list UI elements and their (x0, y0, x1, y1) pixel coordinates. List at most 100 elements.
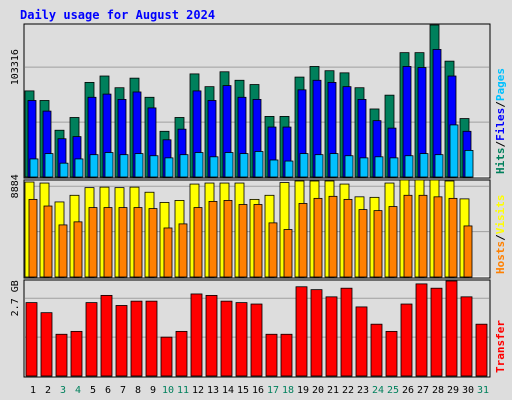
x-tick-label: 11 (177, 385, 189, 396)
middle-legend-separator: / (494, 234, 507, 241)
transfer-bar (190, 293, 203, 377)
hosts-bar (103, 207, 113, 278)
hosts-bar (448, 197, 458, 278)
transfer-bar (220, 300, 233, 377)
middle-legend: Hosts/Visits (494, 195, 507, 275)
transfer-bar (55, 333, 68, 377)
pages-bar (164, 157, 174, 178)
transfer-bar (265, 333, 278, 377)
transfer-bar (250, 303, 263, 377)
transfer-bar (235, 302, 248, 377)
pages-bar (209, 156, 219, 178)
top-legend: Hits/Files/Pages (494, 68, 507, 174)
hosts-bar (283, 229, 293, 278)
x-tick-label: 19 (297, 385, 309, 396)
x-tick-label: 31 (477, 385, 489, 396)
chart-title: Daily usage for August 2024 (20, 8, 215, 22)
pages-bar (194, 152, 204, 178)
pages-bar (359, 157, 369, 178)
x-tick-label: 21 (327, 385, 339, 396)
hosts-bar (148, 208, 158, 278)
transfer-bar (175, 330, 188, 377)
hosts-bar (313, 197, 323, 278)
hosts-bar (418, 194, 428, 278)
hosts-bar (163, 227, 173, 278)
pages-bar (104, 152, 114, 178)
x-tick-label: 12 (192, 385, 204, 396)
x-tick-label: 7 (120, 385, 126, 396)
middle-legend-visits: Visits (494, 195, 507, 235)
x-tick-label: 20 (312, 385, 324, 396)
hosts-bar (223, 200, 233, 278)
bottom-legend-transfer: Transfer (494, 320, 507, 373)
pages-bar (419, 153, 429, 178)
pages-bar (44, 153, 54, 178)
pages-bar (224, 152, 234, 178)
x-tick-label: 10 (162, 385, 174, 396)
transfer-bar (385, 330, 398, 377)
x-tick-label: 14 (222, 385, 234, 396)
hosts-bar (373, 210, 383, 278)
middle-legend-hosts: Hosts (494, 241, 507, 274)
transfer-bar (115, 305, 128, 377)
transfer-bar (160, 336, 173, 377)
pages-bar (389, 157, 399, 178)
x-tick-label: 24 (372, 385, 384, 396)
hosts-bar (208, 201, 218, 278)
x-tick-label: 18 (282, 385, 294, 396)
transfer-bar (280, 333, 293, 377)
hosts-bar (73, 221, 83, 278)
x-tick-label: 26 (402, 385, 414, 396)
hosts-bar (28, 198, 38, 278)
x-tick-label: 15 (237, 385, 249, 396)
x-tick-label: 13 (207, 385, 219, 396)
pages-bar (119, 154, 129, 178)
hosts-bar (193, 207, 203, 278)
x-tick-label: 1 (30, 385, 36, 396)
x-tick-label: 25 (387, 385, 399, 396)
transfer-bar (400, 303, 413, 377)
transfer-bar (340, 287, 353, 377)
pages-bar (434, 154, 444, 178)
pages-bar (89, 154, 99, 178)
x-tick-label: 29 (447, 385, 459, 396)
middle-y-label: 8884 (10, 174, 21, 198)
x-tick-label: 9 (150, 385, 156, 396)
bottom-legend: Transfer (494, 320, 507, 373)
x-tick-label: 8 (135, 385, 141, 396)
x-tick-label: 3 (60, 385, 66, 396)
pages-bar (404, 155, 414, 178)
x-tick-label: 5 (90, 385, 96, 396)
pages-bar (254, 151, 264, 178)
pages-bar (74, 158, 84, 178)
transfer-bar (310, 289, 323, 377)
hosts-bar (388, 206, 398, 278)
hosts-bar (268, 222, 278, 278)
pages-bar (464, 150, 474, 178)
transfer-bar (85, 302, 98, 377)
pages-bar (134, 153, 144, 178)
hosts-bar (343, 198, 353, 278)
pages-bar (344, 155, 354, 178)
transfer-bar (355, 306, 368, 377)
top-legend-hits: Hits (494, 148, 507, 175)
transfer-bar (430, 287, 443, 377)
transfer-bar (445, 280, 458, 377)
x-tick-label: 2 (45, 385, 51, 396)
transfer-bar (100, 294, 113, 377)
transfer-bar (295, 286, 308, 377)
pages-bar (239, 153, 249, 178)
hosts-bar (253, 204, 263, 278)
pages-bar (314, 154, 324, 178)
x-tick-label: 28 (432, 385, 444, 396)
hosts-bar (118, 207, 128, 278)
top-y-label: 103316 (10, 49, 21, 85)
pages-bar (299, 153, 309, 178)
x-tick-label: 30 (462, 385, 474, 396)
pages-bar (374, 156, 384, 178)
x-tick-label: 23 (357, 385, 369, 396)
x-tick-label: 27 (417, 385, 429, 396)
x-tick-label: 17 (267, 385, 279, 396)
